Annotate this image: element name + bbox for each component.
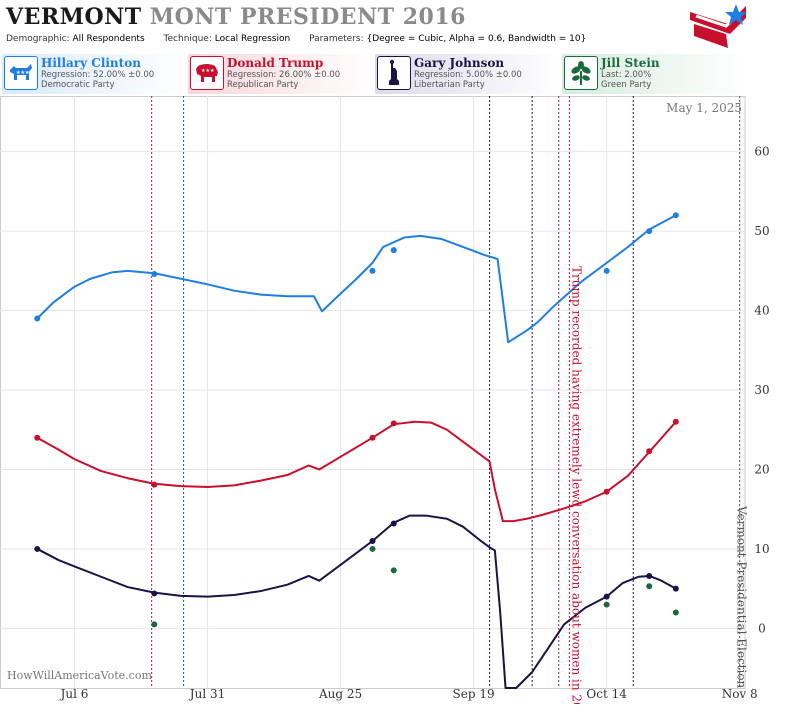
- candidate-party: Republican Party: [227, 80, 299, 90]
- x-tick-label: Oct 14: [586, 687, 627, 701]
- data-point: [151, 590, 158, 597]
- data-point: [34, 434, 41, 441]
- data-point: [646, 572, 653, 579]
- data-point: [151, 621, 158, 628]
- chart-svg: 0 10 20 30 40 50 60 Jul 6 Jul 31 Aug 25 Sep 19 Oct …: [0, 96, 770, 708]
- candidate-name: Gary Johnson: [414, 56, 505, 70]
- demographic-label: Demographic:: [6, 34, 70, 44]
- data-point: [390, 520, 397, 527]
- event-lines: [151, 96, 741, 688]
- parameters-value: {Degree = Cubic, Alpha = 0.6, Bandwidth …: [366, 34, 587, 44]
- data-point: [672, 212, 679, 219]
- candidate-stat: Regression: 52.00% ±0.00: [41, 70, 155, 80]
- data-point: [151, 481, 158, 488]
- data-point: [369, 434, 376, 441]
- data-point: [603, 267, 610, 274]
- liberty-statue-icon: [377, 56, 411, 90]
- data-point: [646, 448, 653, 455]
- y-tick-label: 0: [758, 621, 766, 635]
- data-point: [151, 270, 158, 277]
- y-tick-label: 40: [754, 304, 769, 318]
- data-point: [369, 267, 376, 274]
- x-tick-label: Aug 25: [318, 687, 362, 701]
- series-line: [36, 420, 677, 523]
- site-logo-icon[interactable]: [688, 2, 748, 50]
- title-state: VERMONT: [6, 4, 142, 30]
- candidate-party: Libertarian Party: [414, 80, 485, 90]
- poll-chart: 0 10 20 30 40 50 60 Jul 6 Jul 31 Aug 25 Sep 19 Oct …: [0, 96, 789, 708]
- label-layer: 0 10 20 30 40 50 60 Jul 6 Jul 31 Aug 25 Sep 19 Oct …: [59, 145, 770, 708]
- y-tick-label: 20: [754, 462, 769, 476]
- candidate-stat: Regression: 5.00% ±0.00: [414, 70, 522, 80]
- data-point: [34, 315, 41, 322]
- page-title: VERMONT MONT PRESIDENT 2016: [6, 4, 466, 30]
- candidate-name: Hillary Clinton: [41, 56, 141, 70]
- elephant-icon: ★★★: [190, 56, 224, 90]
- candidate-name: Donald Trump: [227, 56, 324, 70]
- grid-layer: [0, 96, 746, 689]
- annotation-label: Vermont Presidential Election: [735, 505, 749, 689]
- data-point: [672, 418, 679, 425]
- demographic-value: All Respondents: [72, 34, 145, 44]
- series-line: [36, 514, 677, 689]
- parameters-line: Demographic: All Respondents Technique: …: [6, 34, 602, 44]
- candidate-card-clinton[interactable]: ★★★ Hillary Clinton Regression: 52.00% ±…: [2, 54, 188, 94]
- data-point: [672, 585, 679, 592]
- candidate-party: Democratic Party: [41, 80, 115, 90]
- data-point: [34, 545, 41, 552]
- x-tick-label: Nov 8: [722, 687, 758, 701]
- data-point: [646, 583, 653, 590]
- technique-value: Local Regression: [214, 34, 291, 44]
- donkey-icon: ★★★: [4, 56, 38, 90]
- data-point: [603, 488, 610, 495]
- header: VERMONT MONT PRESIDENT 2016 Demographic:…: [0, 0, 789, 96]
- data-point: [603, 601, 610, 608]
- data-point: [390, 567, 397, 574]
- date-label: May 1, 2025: [666, 101, 742, 115]
- y-tick-label: 30: [754, 383, 769, 397]
- technique-label: Technique:: [163, 34, 212, 44]
- data-point: [369, 545, 376, 552]
- candidate-stat: Regression: 26.00% ±0.00: [227, 70, 341, 80]
- parameters-label: Parameters:: [309, 34, 364, 44]
- candidate-card-stein[interactable]: Jill Stein Last: 2.00% Green Party: [562, 54, 748, 94]
- title-race: MONT PRESIDENT 2016: [149, 4, 466, 30]
- candidate-card-johnson[interactable]: Gary Johnson Regression: 5.00% ±0.00 Lib…: [375, 54, 561, 94]
- watermark: HowWillAmericaVote.com: [7, 669, 152, 682]
- candidate-stat: Last: 2.00%: [601, 70, 652, 80]
- annotation-label: Trump recorded having extremely lewd con…: [570, 266, 584, 704]
- data-point: [672, 609, 679, 616]
- series-layer: [34, 212, 679, 689]
- data-point: [390, 420, 397, 427]
- plot-frame: [0, 96, 746, 689]
- x-tick-label: Sep 19: [453, 687, 495, 701]
- svg-text:★★★: ★★★: [16, 70, 30, 76]
- candidate-party: Green Party: [601, 80, 652, 90]
- series-line: [36, 214, 677, 344]
- data-point: [603, 593, 610, 600]
- x-tick-label: Jul 31: [188, 687, 225, 701]
- x-tick-label: Jul 6: [59, 687, 89, 701]
- plant-icon: [564, 56, 598, 90]
- y-tick-label: 10: [754, 542, 769, 556]
- y-tick-label: 50: [754, 224, 769, 238]
- data-point: [390, 247, 397, 254]
- candidate-card-trump[interactable]: ★★★ Donald Trump Regression: 26.00% ±0.0…: [188, 54, 374, 94]
- data-point: [646, 228, 653, 235]
- svg-text:★★★: ★★★: [201, 68, 215, 74]
- candidate-name: Jill Stein: [601, 56, 660, 70]
- data-point: [369, 537, 376, 544]
- y-tick-label: 60: [754, 145, 769, 159]
